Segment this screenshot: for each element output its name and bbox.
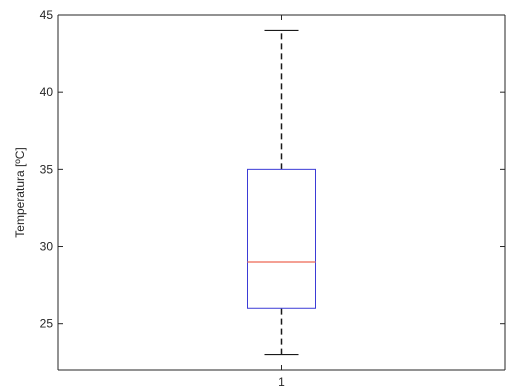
y-tick-label-40: 40 [40,85,54,99]
y-tick-label-35: 35 [40,162,54,176]
box-iqr [247,168,316,309]
y-axis-label: Temperatura [ºC] [13,147,27,237]
x-tick-label-1: 1 [278,375,285,389]
y-tick-label-45: 45 [40,8,54,22]
y-tick-label-30: 30 [40,240,54,254]
y-tick-label-25: 25 [40,317,54,331]
ticks: 25 30 35 40 45 1 [40,8,505,389]
marks [247,29,316,356]
